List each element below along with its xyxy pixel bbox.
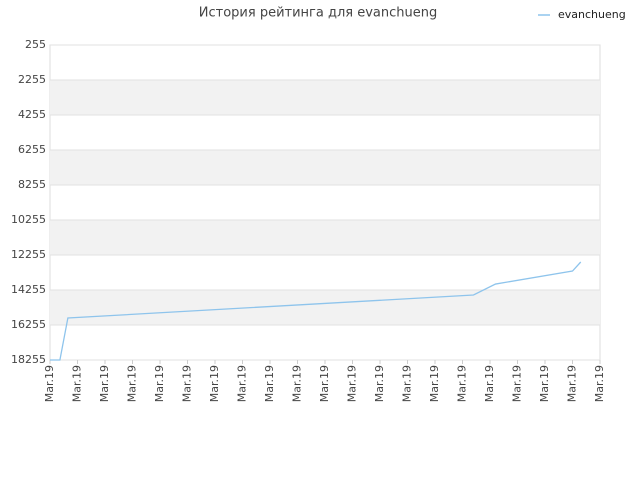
x-tick-label: Mar.19 bbox=[318, 365, 331, 402]
y-tick-label: 10255 bbox=[11, 213, 46, 226]
y-tick-label: 12255 bbox=[11, 248, 46, 261]
x-tick-label: Mar.19 bbox=[373, 365, 386, 402]
x-tick-label: Mar.19 bbox=[43, 365, 56, 402]
x-tick-label: Mar.19 bbox=[98, 365, 111, 402]
grid-band bbox=[50, 290, 600, 325]
y-tick-label: 255 bbox=[25, 38, 46, 51]
x-tick-label: Mar.19 bbox=[153, 365, 166, 402]
y-tick-label: 6255 bbox=[18, 143, 46, 156]
chart-title: История рейтинга для evanchueng bbox=[199, 6, 437, 21]
x-tick-label: Mar.19 bbox=[511, 365, 524, 402]
x-tick-label: Mar.19 bbox=[538, 365, 551, 402]
x-tick-label: Mar.19 bbox=[456, 365, 469, 402]
y-tick-label: 2255 bbox=[18, 73, 46, 86]
x-tick-label: Mar.19 bbox=[126, 365, 139, 402]
x-tick-label: Mar.19 bbox=[71, 365, 84, 402]
series-line bbox=[50, 261, 582, 361]
y-tick-label: 8255 bbox=[18, 178, 46, 191]
y-tick-label: 14255 bbox=[11, 283, 46, 296]
y-tick-label: 4255 bbox=[18, 108, 46, 121]
x-tick-label: Mar.19 bbox=[428, 365, 441, 402]
grid-band bbox=[50, 150, 600, 185]
legend-label: evanchueng bbox=[558, 8, 626, 21]
x-tick-label: Mar.19 bbox=[263, 365, 276, 402]
x-tick-label: Mar.19 bbox=[236, 365, 249, 402]
y-tick-label: 18255 bbox=[11, 353, 46, 366]
x-tick-label: Mar.19 bbox=[593, 365, 606, 402]
x-tick-label: Mar.19 bbox=[346, 365, 359, 402]
y-tick-label: 16255 bbox=[11, 318, 46, 331]
x-tick-label: Mar.19 bbox=[181, 365, 194, 402]
x-tick-label: Mar.19 bbox=[566, 365, 579, 402]
x-tick-label: Mar.19 bbox=[208, 365, 221, 402]
grid-band bbox=[50, 80, 600, 115]
x-tick-label: Mar.19 bbox=[401, 365, 414, 402]
grid-band bbox=[50, 220, 600, 255]
x-tick-label: Mar.19 bbox=[291, 365, 304, 402]
x-tick-label: Mar.19 bbox=[483, 365, 496, 402]
